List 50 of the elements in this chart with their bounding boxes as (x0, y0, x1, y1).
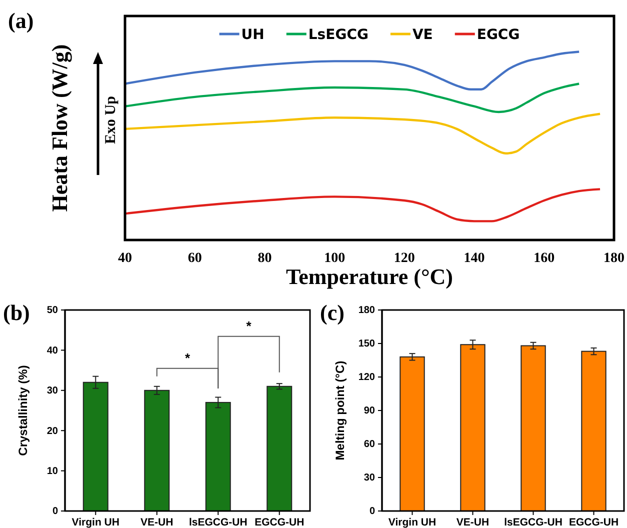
x-tick-label: VE-UH (456, 516, 490, 528)
x-tick-label: 40 (118, 250, 132, 266)
bar (144, 390, 170, 512)
x-tick-label: EGCG-UH (568, 516, 619, 528)
y-tick-label: 60 (364, 439, 376, 450)
y-axis-title: Melting point (°C) (333, 360, 347, 460)
bar (520, 345, 546, 512)
chart-title: (c) (320, 300, 344, 325)
x-tick-label: Virgin UH (72, 516, 120, 528)
x-tick-label: 160 (534, 250, 555, 266)
legend-label: EGCG (476, 27, 520, 43)
legend-label: VE (412, 27, 433, 43)
x-tick-label: 100 (324, 250, 346, 266)
y-tick-label: 120 (358, 372, 376, 384)
y-tick-label: 10 (46, 466, 58, 477)
legend-label: UH (241, 27, 264, 43)
x-tick-label: 180 (604, 250, 624, 266)
x-tick-label: 80 (258, 250, 272, 266)
y-tick-label: 40 (46, 345, 58, 356)
x-tick-label: lsEGCG-UH (188, 516, 248, 528)
annotation: * (246, 318, 252, 334)
bar (581, 350, 606, 512)
legend-label: LsEGCG (308, 27, 368, 43)
x-tick-label: 140 (464, 250, 485, 266)
x-tick-label: lsEGCG-UH (504, 516, 562, 528)
y-tick-label: 90 (364, 406, 376, 417)
x-tick-label: VE-UH (140, 516, 174, 528)
x-tick-label: 60 (188, 250, 202, 266)
annotation: * (184, 350, 191, 366)
bar (460, 344, 486, 512)
y-axis-title: Heata Flow (W/g) (47, 44, 72, 212)
bar (266, 386, 292, 512)
y-tick-label: 20 (46, 426, 58, 437)
y-axis-title: Crystallinity (%) (16, 365, 30, 456)
x-tick-label: 120 (394, 250, 415, 266)
chart-title: (b) (3, 300, 30, 325)
x-tick-label: EGCG-UH (254, 516, 304, 528)
text: Exo Up (103, 96, 119, 144)
y-tick-label: 0 (369, 506, 376, 518)
y-tick-label: 0 (52, 506, 58, 518)
y-tick-label: 30 (364, 472, 376, 484)
y-tick-label: 30 (46, 386, 58, 397)
y-tick-label: 180 (358, 305, 376, 316)
bar (400, 356, 425, 512)
bar (205, 402, 231, 512)
x-axis-title: Temperature (°C) (286, 264, 454, 289)
y-tick-label: 150 (358, 338, 376, 350)
x-tick-label: Virgin UH (388, 516, 436, 528)
chart-title: (a) (8, 8, 34, 33)
y-tick-label: 50 (46, 305, 58, 316)
